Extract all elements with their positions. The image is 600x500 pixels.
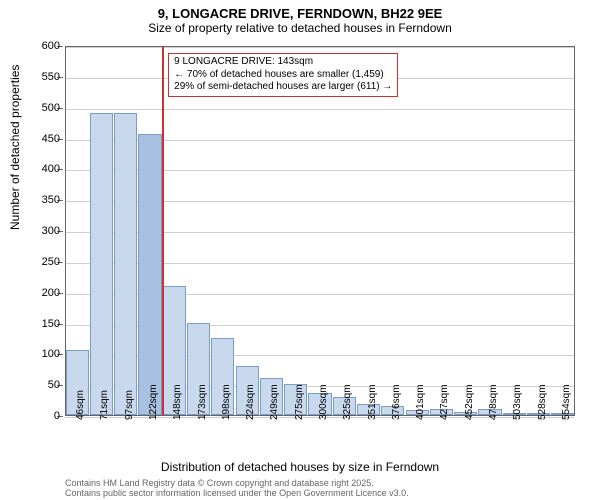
plot-area: 9 LONGACRE DRIVE: 143sqm← 70% of detache… [65,46,575,416]
y-tick-label: 0 [25,410,60,422]
y-tick-label: 250 [25,256,60,268]
y-axis-title: Number of detached properties [8,65,22,230]
chart-container: 9, LONGACRE DRIVE, FERNDOWN, BH22 9EE Si… [0,0,600,500]
bar [114,113,137,415]
y-tick-label: 550 [25,71,60,83]
reference-line [162,47,164,415]
chart-title: 9, LONGACRE DRIVE, FERNDOWN, BH22 9EE [0,0,600,21]
bar [90,113,113,415]
y-tick-label: 400 [25,163,60,175]
y-tick-label: 100 [25,348,60,360]
y-tick-label: 500 [25,102,60,114]
chart-inner: 9 LONGACRE DRIVE: 143sqm← 70% of detache… [65,47,574,415]
y-tick-label: 200 [25,287,60,299]
gridline [65,109,574,110]
bar [138,134,161,415]
y-tick-label: 300 [25,225,60,237]
y-tick-label: 150 [25,318,60,330]
y-axis [65,46,66,416]
footer-line1: Contains HM Land Registry data © Crown c… [65,478,409,488]
chart-subtitle: Size of property relative to detached ho… [0,21,600,39]
gridline [65,47,574,48]
y-tick-label: 350 [25,194,60,206]
annotation-box: 9 LONGACRE DRIVE: 143sqm← 70% of detache… [168,53,398,97]
annotation-line3: 29% of semi-detached houses are larger (… [174,81,392,94]
y-tick-label: 450 [25,133,60,145]
footer-line2: Contains public sector information licen… [65,488,409,498]
y-tick-label: 600 [25,40,60,52]
x-axis-title: Distribution of detached houses by size … [0,460,600,474]
footer-text: Contains HM Land Registry data © Crown c… [65,478,409,499]
annotation-line2: ← 70% of detached houses are smaller (1,… [174,69,392,82]
annotation-line1: 9 LONGACRE DRIVE: 143sqm [174,56,392,69]
y-tick-label: 50 [25,379,60,391]
